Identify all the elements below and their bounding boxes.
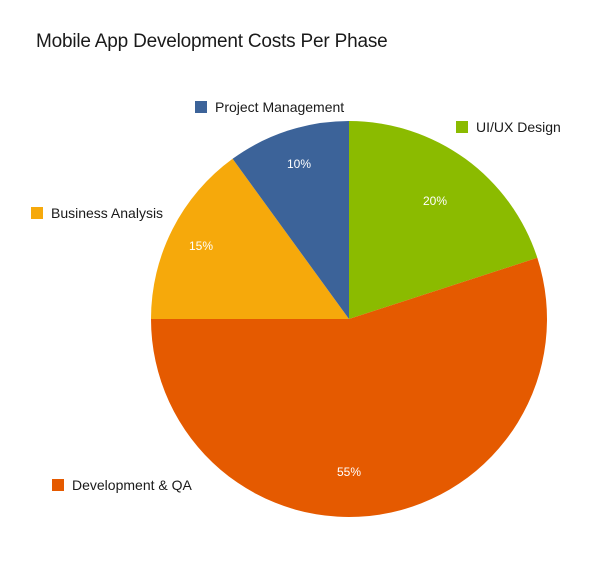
slice-label-project-management: 10% bbox=[287, 157, 311, 171]
slice-development-qa bbox=[151, 257, 547, 518]
legend-swatch-icon bbox=[52, 479, 64, 491]
slice-ui-ux-design bbox=[349, 121, 538, 319]
slice-label-business-analysis: 15% bbox=[189, 239, 213, 253]
legend-swatch-icon bbox=[31, 207, 43, 219]
legend-label: Development & QA bbox=[72, 477, 192, 493]
legend-item-development-qa: Development & QA bbox=[52, 477, 192, 493]
chart-title: Mobile App Development Costs Per Phase bbox=[36, 31, 388, 52]
legend-swatch-icon bbox=[456, 121, 468, 133]
legend-label: Project Management bbox=[215, 99, 345, 115]
slice-business-analysis bbox=[151, 158, 349, 319]
legend-label: UI/UX Design bbox=[476, 119, 561, 135]
legend-swatch-icon bbox=[195, 101, 207, 113]
slice-label-development-qa: 55% bbox=[337, 465, 361, 479]
slice-project-management bbox=[232, 120, 349, 319]
legend-label: Business Analysis bbox=[51, 205, 164, 221]
legend-item-business-analysis: Business Analysis bbox=[31, 205, 163, 221]
slice-label-ui-ux: 20% bbox=[423, 194, 447, 208]
legend-item-ui-ux-design: UI/UX Design bbox=[456, 119, 561, 135]
legend-item-project-management: Project Management bbox=[195, 99, 344, 115]
